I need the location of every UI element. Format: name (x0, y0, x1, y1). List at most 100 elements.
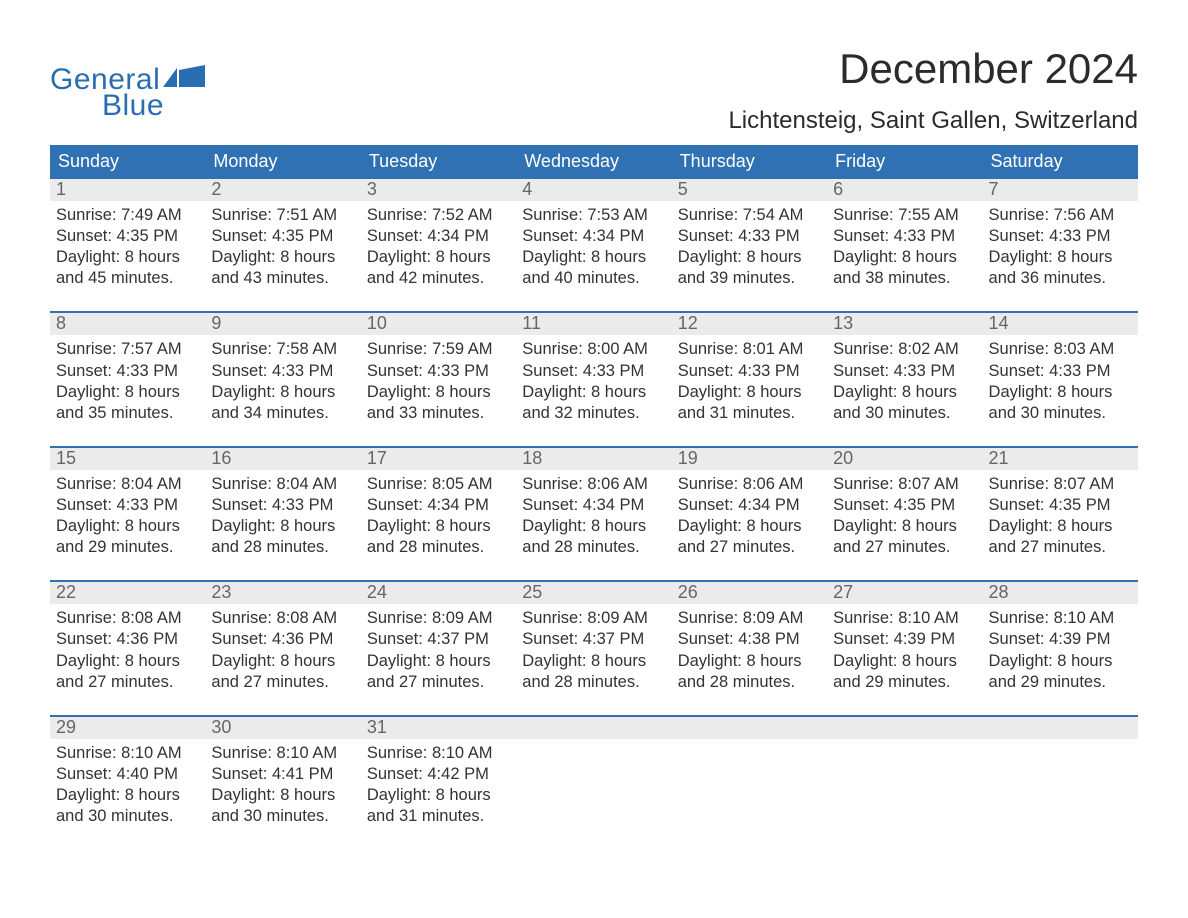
day-detail: Sunrise: 8:08 AMSunset: 4:36 PMDaylight:… (205, 604, 360, 694)
day-number: 8 (50, 313, 205, 335)
daylight-text-2: and 27 minutes. (367, 672, 510, 693)
daylight-text-1: Daylight: 8 hours (989, 247, 1132, 268)
day-detail: Sunrise: 8:10 AMSunset: 4:41 PMDaylight:… (205, 739, 360, 829)
sunrise-text: Sunrise: 8:08 AM (211, 608, 354, 629)
day-number-row: 293031 (50, 717, 1138, 739)
day-number: 2 (205, 179, 360, 201)
sunrise-text: Sunrise: 7:53 AM (522, 205, 665, 226)
daylight-text-2: and 38 minutes. (833, 268, 976, 289)
day-number: 12 (672, 313, 827, 335)
sunset-text: Sunset: 4:33 PM (678, 226, 821, 247)
sunset-text: Sunset: 4:33 PM (211, 495, 354, 516)
day-detail: Sunrise: 7:53 AMSunset: 4:34 PMDaylight:… (516, 201, 671, 291)
daylight-text-1: Daylight: 8 hours (989, 516, 1132, 537)
day-number-row: 891011121314 (50, 313, 1138, 335)
daylight-text-2: and 42 minutes. (367, 268, 510, 289)
sunset-text: Sunset: 4:37 PM (367, 629, 510, 650)
day-detail-row: Sunrise: 7:57 AMSunset: 4:33 PMDaylight:… (50, 335, 1138, 425)
daylight-text-1: Daylight: 8 hours (56, 651, 199, 672)
sunrise-text: Sunrise: 8:10 AM (211, 743, 354, 764)
sunrise-text: Sunrise: 8:04 AM (56, 474, 199, 495)
sunset-text: Sunset: 4:33 PM (56, 361, 199, 382)
day-detail: Sunrise: 7:51 AMSunset: 4:35 PMDaylight:… (205, 201, 360, 291)
sunrise-text: Sunrise: 8:03 AM (989, 339, 1132, 360)
dow-tuesday: Tuesday (361, 145, 516, 179)
day-number: 17 (361, 448, 516, 470)
day-detail: Sunrise: 8:09 AMSunset: 4:37 PMDaylight:… (516, 604, 671, 694)
sunrise-text: Sunrise: 8:10 AM (367, 743, 510, 764)
day-detail-row: Sunrise: 8:08 AMSunset: 4:36 PMDaylight:… (50, 604, 1138, 694)
day-detail: Sunrise: 7:59 AMSunset: 4:33 PMDaylight:… (361, 335, 516, 425)
day-number: 16 (205, 448, 360, 470)
daylight-text-1: Daylight: 8 hours (522, 651, 665, 672)
month-title: December 2024 (728, 45, 1138, 93)
daylight-text-1: Daylight: 8 hours (367, 247, 510, 268)
sunset-text: Sunset: 4:39 PM (833, 629, 976, 650)
sunset-text: Sunset: 4:33 PM (367, 361, 510, 382)
day-detail: Sunrise: 8:06 AMSunset: 4:34 PMDaylight:… (516, 470, 671, 560)
daylight-text-2: and 27 minutes. (678, 537, 821, 558)
daylight-text-2: and 28 minutes. (522, 672, 665, 693)
daylight-text-2: and 30 minutes. (211, 806, 354, 827)
sunrise-text: Sunrise: 8:08 AM (56, 608, 199, 629)
week-row: 15161718192021Sunrise: 8:04 AMSunset: 4:… (50, 446, 1138, 560)
sunset-text: Sunset: 4:34 PM (522, 495, 665, 516)
day-number: 14 (983, 313, 1138, 335)
day-number: 31 (361, 717, 516, 739)
daylight-text-2: and 29 minutes. (56, 537, 199, 558)
sunset-text: Sunset: 4:37 PM (522, 629, 665, 650)
day-number: 1 (50, 179, 205, 201)
day-number: 18 (516, 448, 671, 470)
day-detail (983, 739, 1138, 829)
day-detail: Sunrise: 8:02 AMSunset: 4:33 PMDaylight:… (827, 335, 982, 425)
day-number: 15 (50, 448, 205, 470)
sunrise-text: Sunrise: 7:51 AM (211, 205, 354, 226)
day-number: 24 (361, 582, 516, 604)
day-number-row: 22232425262728 (50, 582, 1138, 604)
sunrise-text: Sunrise: 8:02 AM (833, 339, 976, 360)
day-number: 5 (672, 179, 827, 201)
daylight-text-1: Daylight: 8 hours (989, 651, 1132, 672)
sunrise-text: Sunrise: 8:04 AM (211, 474, 354, 495)
daylight-text-1: Daylight: 8 hours (522, 516, 665, 537)
sunrise-text: Sunrise: 8:07 AM (833, 474, 976, 495)
day-detail: Sunrise: 7:52 AMSunset: 4:34 PMDaylight:… (361, 201, 516, 291)
sunset-text: Sunset: 4:36 PM (211, 629, 354, 650)
day-detail: Sunrise: 8:04 AMSunset: 4:33 PMDaylight:… (205, 470, 360, 560)
sunrise-text: Sunrise: 8:07 AM (989, 474, 1132, 495)
day-number (827, 717, 982, 739)
daylight-text-1: Daylight: 8 hours (678, 516, 821, 537)
logo: General Blue (50, 63, 205, 123)
daylight-text-1: Daylight: 8 hours (367, 785, 510, 806)
day-detail: Sunrise: 8:05 AMSunset: 4:34 PMDaylight:… (361, 470, 516, 560)
sunrise-text: Sunrise: 7:58 AM (211, 339, 354, 360)
day-number: 27 (827, 582, 982, 604)
sunrise-text: Sunrise: 7:57 AM (56, 339, 199, 360)
day-detail: Sunrise: 7:49 AMSunset: 4:35 PMDaylight:… (50, 201, 205, 291)
sunset-text: Sunset: 4:38 PM (678, 629, 821, 650)
day-detail: Sunrise: 8:10 AMSunset: 4:40 PMDaylight:… (50, 739, 205, 829)
day-number: 29 (50, 717, 205, 739)
day-number: 13 (827, 313, 982, 335)
day-detail: Sunrise: 8:01 AMSunset: 4:33 PMDaylight:… (672, 335, 827, 425)
sunset-text: Sunset: 4:35 PM (56, 226, 199, 247)
day-number: 3 (361, 179, 516, 201)
calendar-page: General Blue December 2024 Lichtensteig,… (0, 0, 1188, 869)
daylight-text-1: Daylight: 8 hours (833, 516, 976, 537)
daylight-text-2: and 31 minutes. (678, 403, 821, 424)
daylight-text-2: and 45 minutes. (56, 268, 199, 289)
daylight-text-1: Daylight: 8 hours (211, 516, 354, 537)
day-number: 20 (827, 448, 982, 470)
day-detail: Sunrise: 8:09 AMSunset: 4:38 PMDaylight:… (672, 604, 827, 694)
dow-thursday: Thursday (672, 145, 827, 179)
day-number: 7 (983, 179, 1138, 201)
daylight-text-1: Daylight: 8 hours (678, 247, 821, 268)
sunset-text: Sunset: 4:34 PM (367, 226, 510, 247)
sunset-text: Sunset: 4:35 PM (833, 495, 976, 516)
daylight-text-1: Daylight: 8 hours (56, 516, 199, 537)
day-of-week-header: Sunday Monday Tuesday Wednesday Thursday… (50, 145, 1138, 179)
daylight-text-1: Daylight: 8 hours (56, 382, 199, 403)
day-number: 6 (827, 179, 982, 201)
daylight-text-2: and 27 minutes. (833, 537, 976, 558)
day-number (516, 717, 671, 739)
